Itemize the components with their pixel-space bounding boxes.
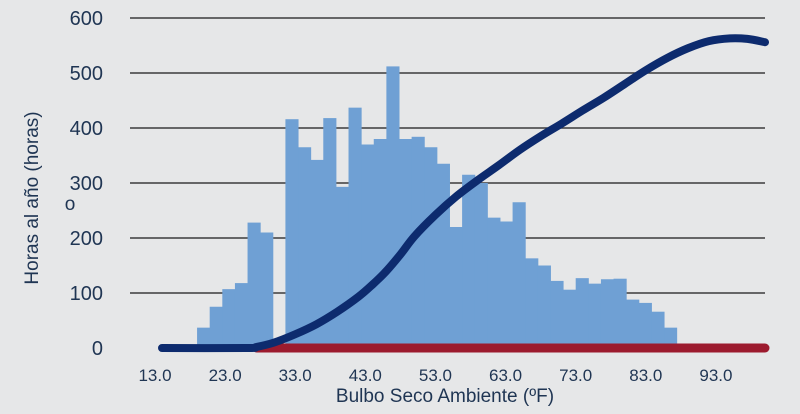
histogram-bar	[260, 232, 274, 348]
histogram-bar	[209, 306, 223, 348]
histogram-bar	[298, 147, 312, 348]
y-tick-label: 300	[70, 173, 103, 195]
histogram-bar	[222, 289, 236, 348]
histogram-bar	[613, 278, 627, 348]
histogram-bar	[348, 107, 362, 349]
x-tick-label: 43.0	[349, 366, 382, 385]
histogram-bar	[600, 279, 615, 348]
histogram-bar	[462, 174, 476, 348]
y-tick-label: 500	[70, 63, 103, 85]
histogram-bar	[285, 119, 299, 348]
histogram-bar	[664, 327, 678, 348]
x-tick-label: 63.0	[489, 366, 522, 385]
histogram-bar	[449, 227, 463, 348]
y-tick-label: 400	[70, 118, 103, 140]
x-tick-label: 83.0	[629, 366, 662, 385]
cumulative-curve	[158, 34, 769, 353]
histogram-bar	[512, 202, 526, 348]
y-tick-labels: 0 100 200 300 400 500 600	[70, 8, 103, 360]
histogram-bar	[563, 289, 577, 348]
histogram-bar	[386, 66, 400, 349]
x-tick-label: 13.0	[138, 366, 171, 385]
y-tick-label: 100	[70, 283, 103, 305]
x-tick-label: 23.0	[209, 366, 242, 385]
histogram-bar	[525, 258, 539, 348]
histogram-bar	[487, 217, 501, 348]
x-tick-label: 33.0	[279, 366, 312, 385]
x-tick-label: 93.0	[699, 366, 732, 385]
y-axis-marker: o	[65, 194, 76, 215]
histogram-bar	[474, 183, 488, 348]
y-tick-label: 200	[70, 228, 103, 250]
x-axis-title: Bulbo Seco Ambiente (ºF)	[336, 386, 554, 407]
histogram-bar	[361, 144, 375, 348]
histogram-bar	[234, 283, 249, 348]
x-tick-label: 53.0	[419, 366, 452, 385]
histogram-bars	[197, 66, 678, 349]
histogram-bar	[310, 159, 324, 348]
histogram-bar	[588, 283, 602, 348]
histogram-bar	[197, 327, 211, 348]
histogram-bar	[411, 136, 425, 348]
histogram-bar	[537, 265, 551, 348]
x-tick-label: 73.0	[559, 366, 592, 385]
histogram-bar	[651, 311, 665, 348]
y-axis-title: Horas al año (horas)	[22, 111, 43, 284]
histogram-bar	[247, 222, 261, 348]
histogram-bar	[638, 302, 652, 348]
histogram-bar	[373, 139, 387, 348]
y-tick-label: 600	[70, 8, 103, 30]
y-tick-label: 0	[92, 338, 103, 360]
histogram-bar	[335, 186, 350, 348]
histogram-bar	[323, 118, 337, 348]
histogram-bar	[499, 221, 514, 348]
cumulative-curve-line	[158, 34, 769, 353]
histogram-bar	[550, 280, 564, 348]
x-tick-labels: 13.0 23.0 33.0 43.0 53.0 63.0 73.0 83.0 93.0	[138, 366, 732, 385]
histogram-bar	[626, 299, 640, 348]
histogram-bar	[575, 278, 589, 348]
histogram-bar	[424, 147, 438, 348]
histogram-bar	[436, 163, 450, 348]
